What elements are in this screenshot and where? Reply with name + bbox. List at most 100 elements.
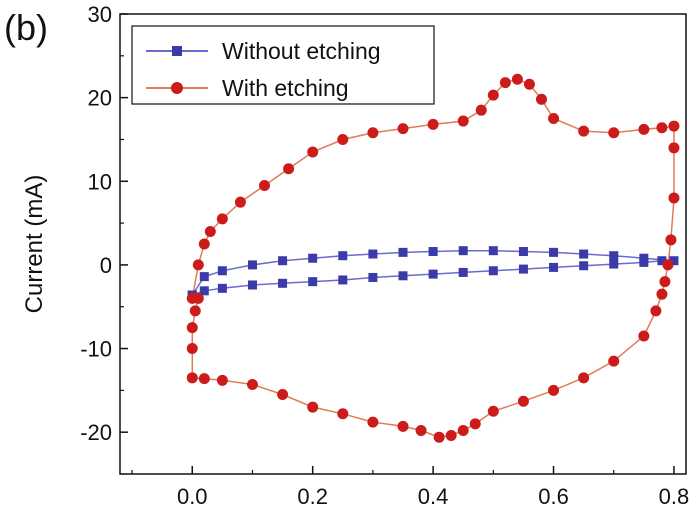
data-point-without-etching [338, 275, 348, 285]
data-point-without-etching [657, 256, 667, 266]
data-point-with-etching [283, 163, 295, 175]
data-point-with-etching [415, 425, 427, 437]
data-point-without-etching [458, 246, 468, 256]
data-point-with-etching [259, 179, 271, 191]
data-point-with-etching [665, 234, 677, 246]
y-tick-label: -20 [80, 420, 112, 445]
data-point-without-etching [609, 259, 619, 269]
legend-box [131, 25, 435, 105]
data-point-without-etching [368, 272, 378, 282]
data-point-with-etching [427, 118, 439, 130]
data-point-with-etching [499, 77, 511, 89]
y-tick-label: 20 [88, 86, 112, 111]
data-point-with-etching [656, 122, 668, 134]
data-point-without-etching [199, 286, 209, 296]
series-layer [186, 73, 680, 443]
data-point-without-etching [398, 271, 408, 281]
data-point-with-etching [216, 374, 228, 386]
data-point-without-etching [398, 247, 408, 257]
y-tick-label: 30 [88, 2, 112, 27]
data-point-with-etching [457, 115, 469, 127]
data-point-without-etching [458, 267, 468, 277]
data-point-with-etching [367, 416, 379, 428]
data-point-with-etching [397, 420, 409, 432]
data-point-with-etching [662, 259, 674, 271]
data-point-without-etching [488, 246, 498, 256]
data-point-without-etching [488, 266, 498, 276]
legend-marker-with-etching [171, 82, 183, 94]
data-point-with-etching [578, 372, 590, 384]
data-point-without-etching [669, 256, 679, 266]
data-point-without-etching [368, 249, 378, 259]
data-point-with-etching [367, 127, 379, 139]
data-point-without-etching [278, 256, 288, 266]
data-point-without-etching [217, 266, 227, 276]
y-axis-title: Current (mA) [21, 175, 48, 314]
data-point-without-etching [549, 262, 559, 272]
data-point-with-etching [445, 430, 457, 442]
data-point-without-etching [518, 247, 528, 257]
data-point-without-etching [308, 253, 318, 263]
data-point-with-etching [397, 123, 409, 135]
x-tick-label: 0.0 [177, 484, 208, 509]
data-point-without-etching [278, 278, 288, 288]
data-point-with-etching [192, 259, 204, 271]
data-point-without-etching [609, 251, 619, 261]
legend-label-without-etching: Without etching [222, 38, 381, 64]
data-point-with-etching [668, 192, 680, 204]
data-point-without-etching [579, 249, 589, 259]
data-point-with-etching [469, 418, 481, 430]
y-axis-ticks: 30 20 10 0 -10 -20 [80, 2, 128, 475]
data-point-without-etching [518, 264, 528, 274]
data-point-without-etching [428, 247, 438, 257]
data-point-with-etching [277, 389, 289, 401]
data-point-with-etching [487, 89, 499, 101]
data-point-with-etching [457, 425, 469, 437]
data-point-without-etching [639, 257, 649, 267]
y-tick-label: -10 [80, 337, 112, 362]
data-point-without-etching [579, 261, 589, 271]
data-point-with-etching [659, 276, 671, 288]
x-tick-label: 0.8 [659, 484, 690, 509]
data-point-without-etching [247, 260, 257, 270]
data-point-with-etching [234, 196, 246, 208]
data-point-without-etching [338, 251, 348, 261]
data-point-with-etching [433, 431, 445, 443]
data-point-with-etching [548, 384, 560, 396]
data-point-with-etching [186, 372, 198, 384]
x-tick-label: 0.6 [538, 484, 569, 509]
data-point-without-etching [428, 269, 438, 279]
data-point-with-etching [307, 401, 319, 413]
data-point-with-etching [668, 142, 680, 154]
data-point-without-etching [199, 272, 209, 282]
data-point-with-etching [198, 238, 210, 250]
x-tick-label: 0.4 [418, 484, 449, 509]
data-point-with-etching [216, 213, 228, 225]
legend-label-with-etching: With etching [222, 75, 349, 101]
data-point-with-etching [608, 355, 620, 367]
data-point-with-etching [656, 288, 668, 300]
data-point-with-etching [638, 123, 650, 135]
data-point-with-etching [668, 120, 680, 132]
data-point-with-etching [535, 93, 547, 105]
data-point-with-etching [511, 73, 523, 85]
data-point-with-etching [578, 125, 590, 137]
data-point-with-etching [186, 322, 198, 334]
data-point-with-etching [608, 127, 620, 139]
legend-marker-without-etching [172, 46, 182, 56]
data-point-without-etching [247, 280, 257, 290]
data-point-with-etching [517, 395, 529, 407]
data-point-with-etching [337, 133, 349, 145]
data-point-with-etching [638, 330, 650, 342]
data-point-with-etching [650, 305, 662, 317]
data-point-without-etching [549, 247, 559, 257]
data-point-with-etching [487, 405, 499, 417]
data-point-with-etching [307, 146, 319, 158]
data-point-with-etching [548, 113, 560, 125]
x-tick-label: 0.2 [297, 484, 328, 509]
data-point-with-etching [192, 292, 204, 304]
y-tick-label: 0 [100, 253, 112, 278]
data-point-with-etching [475, 104, 487, 116]
data-point-with-etching [204, 225, 216, 237]
